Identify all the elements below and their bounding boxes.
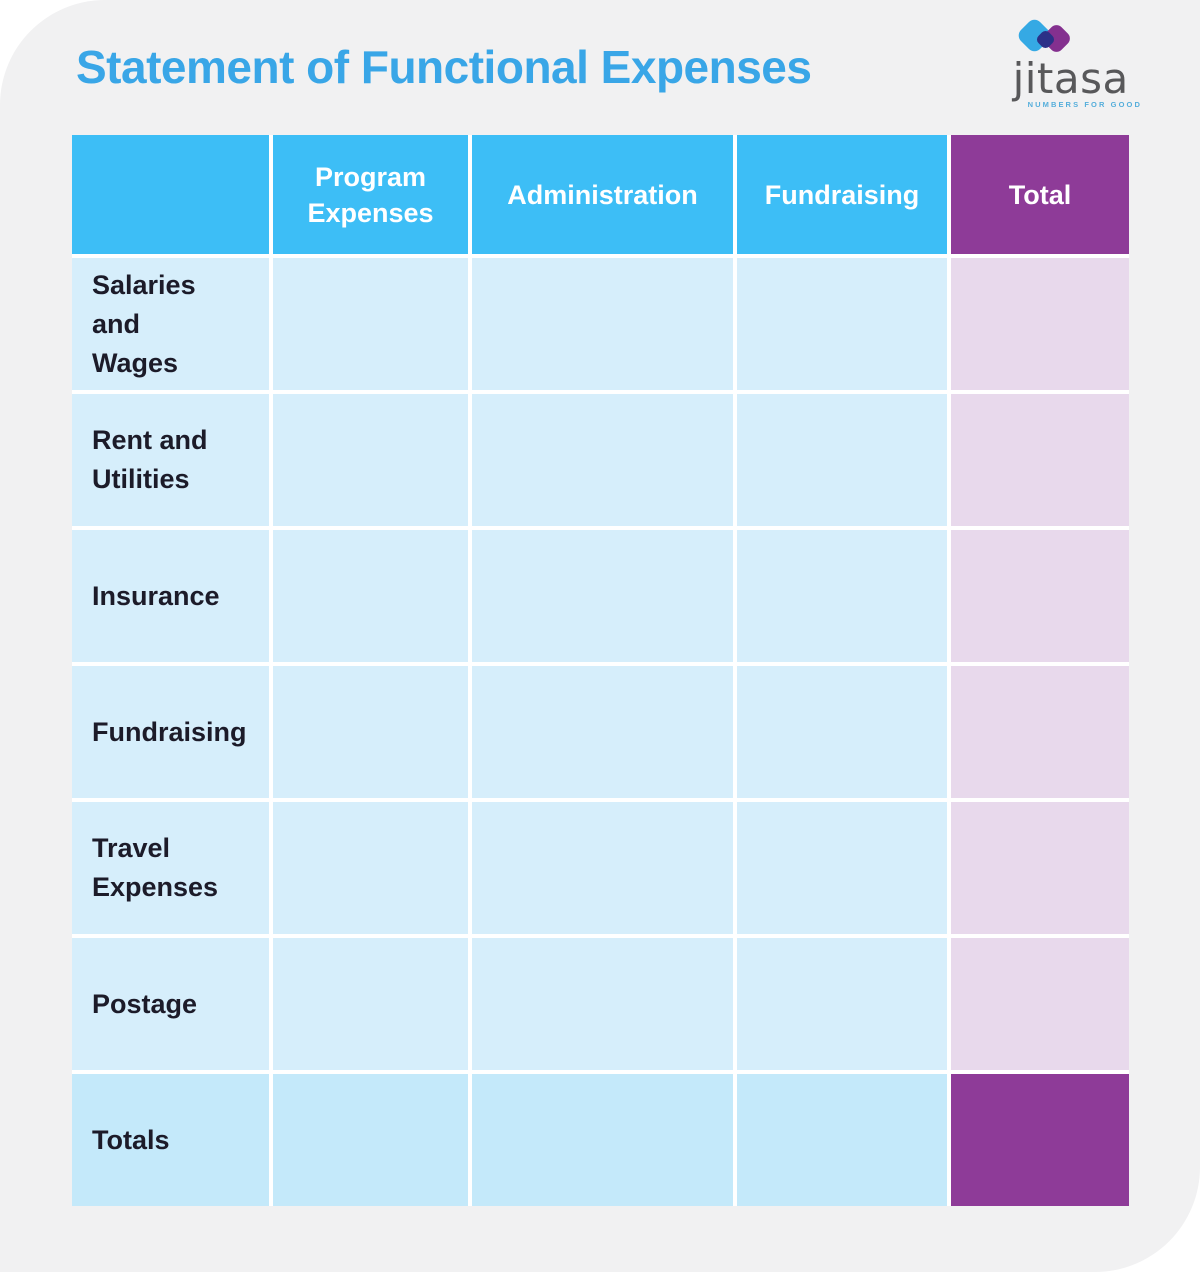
cell-totals-administration (472, 1074, 733, 1207)
row-label-rent-and-utilities: Rent and Utilities (72, 394, 269, 527)
cell-totals-total (951, 1074, 1129, 1207)
jitasa-tagline: NUMBERS FOR GOOD (1027, 100, 1142, 110)
cell-rent-total (951, 394, 1129, 527)
jitasa-wordmark: jitasa (1012, 54, 1129, 103)
cell-rent-administration (472, 394, 733, 527)
cell-travel-administration (472, 802, 733, 935)
cell-salaries-program-expenses (273, 258, 468, 391)
column-header-administration: Administration (472, 135, 733, 255)
cell-salaries-fundraising (737, 258, 947, 391)
row-label-salaries-and-wages: Salaries and Wages (72, 258, 269, 391)
cell-totals-fundraising (737, 1074, 947, 1207)
cell-insurance-total (951, 530, 1129, 663)
page-header: Statement of Functional Expenses jitasa … (0, 0, 1200, 109)
row-label-fundraising: Fundraising (72, 666, 269, 799)
column-header-fundraising: Fundraising (737, 135, 947, 255)
cell-travel-program-expenses (273, 802, 468, 935)
cell-postage-fundraising (737, 938, 947, 1071)
cell-salaries-administration (472, 258, 733, 391)
cell-salaries-total (951, 258, 1129, 391)
functional-expenses-table: Program Expenses Administration Fundrais… (72, 135, 1129, 1207)
cell-travel-fundraising (737, 802, 947, 935)
cell-postage-administration (472, 938, 733, 1071)
cell-fundraising-fundraising (737, 666, 947, 799)
row-label-totals: Totals (72, 1074, 269, 1207)
column-header-total: Total (951, 135, 1129, 255)
cell-fundraising-administration (472, 666, 733, 799)
cell-fundraising-program-expenses (273, 666, 468, 799)
cell-insurance-fundraising (737, 530, 947, 663)
cell-postage-program-expenses (273, 938, 468, 1071)
cell-fundraising-total (951, 666, 1129, 799)
jitasa-logo: jitasa NUMBERS FOR GOOD (1013, 16, 1142, 109)
row-label-travel-expenses: Travel Expenses (72, 802, 269, 935)
row-label-postage: Postage (72, 938, 269, 1071)
cell-insurance-administration (472, 530, 733, 663)
cell-totals-program-expenses (273, 1074, 468, 1207)
column-header-program-expenses: Program Expenses (273, 135, 468, 255)
cell-insurance-program-expenses (273, 530, 468, 663)
jitasa-logo-mark-icon (1018, 19, 1070, 52)
page-title: Statement of Functional Expenses (76, 41, 812, 93)
cell-rent-fundraising (737, 394, 947, 527)
column-header-blank (72, 135, 269, 255)
row-label-insurance: Insurance (72, 530, 269, 663)
cell-travel-total (951, 802, 1129, 935)
cell-rent-program-expenses (273, 394, 468, 527)
cell-postage-total (951, 938, 1129, 1071)
